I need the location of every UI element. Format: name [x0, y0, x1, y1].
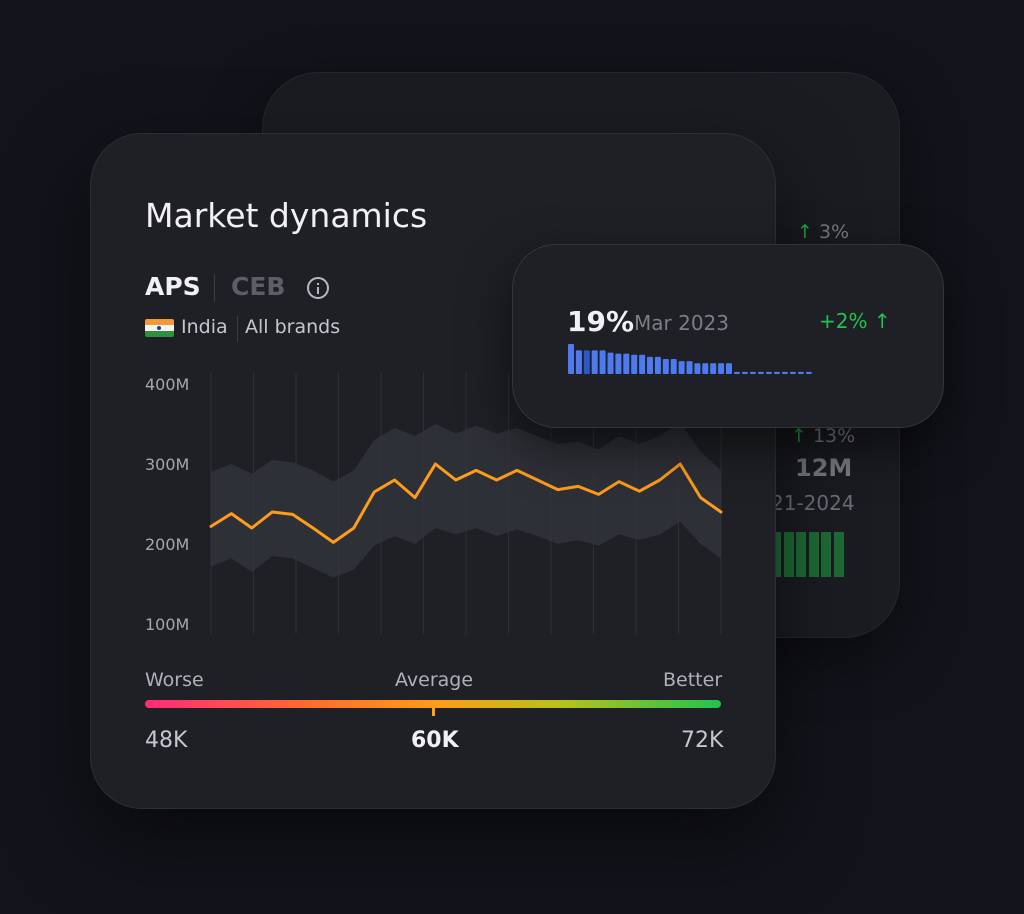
- mini-bar: [718, 363, 725, 374]
- series-line: [209, 462, 723, 544]
- mini-bar: [568, 344, 574, 374]
- share-mini-bar-chart: [568, 344, 812, 374]
- mini-bar: [670, 359, 677, 374]
- mini-bar: [583, 350, 590, 374]
- mini-bar: [639, 354, 646, 374]
- mini-bar: [741, 371, 748, 374]
- scale-label-worse: Worse: [145, 669, 204, 691]
- mini-bar: [678, 361, 685, 374]
- tab-divider: [214, 274, 215, 302]
- info-icon[interactable]: [307, 277, 329, 299]
- mini-bar: [607, 352, 614, 374]
- y-tick-label: 100M: [145, 615, 189, 634]
- share-percent: 19%: [567, 305, 635, 338]
- mini-bar: [773, 371, 780, 374]
- filter-divider: [237, 316, 238, 342]
- mini-bar: [623, 353, 630, 374]
- mini-bar: [749, 371, 756, 374]
- mini-bar: [686, 361, 693, 374]
- y-tick-label: 200M: [145, 535, 189, 554]
- back-bar: [808, 532, 819, 577]
- back-bar: [821, 532, 831, 577]
- mini-bar: [726, 363, 732, 374]
- performance-gradient-bar: [145, 700, 721, 708]
- mini-bar: [733, 371, 740, 374]
- back-bar: [783, 532, 794, 577]
- share-date: Mar 2023: [634, 311, 729, 335]
- market-dynamics-card: Market dynamics APS CEB India All brands…: [90, 133, 776, 809]
- market-line-chart: 400M 300M 200M 100M: [145, 372, 723, 634]
- brand-filter[interactable]: All brands: [245, 316, 341, 338]
- back-bar: [796, 532, 806, 577]
- mini-bar: [797, 371, 804, 374]
- card-title: Market dynamics: [145, 196, 428, 235]
- mini-bar: [615, 353, 622, 374]
- share-change: +2% ↑: [819, 309, 891, 333]
- back-metric-period: 21-2024: [771, 491, 855, 515]
- y-tick-label: 300M: [145, 455, 189, 474]
- mini-bar: [591, 350, 598, 374]
- mini-bar: [654, 356, 661, 374]
- mini-bar: [789, 371, 796, 374]
- mini-bar: [662, 359, 669, 374]
- back-bar: [833, 532, 844, 577]
- arrow-up-icon: ↑: [797, 221, 813, 243]
- india-flag-icon: [145, 319, 174, 337]
- mini-bar: [694, 363, 701, 374]
- scale-value-min: 48K: [145, 728, 188, 753]
- scale-value-max: 72K: [681, 728, 724, 753]
- back-metric-change-2: ↑ 13%: [791, 425, 856, 447]
- mini-bar: [765, 371, 772, 374]
- mini-bar: [757, 371, 764, 374]
- scale-label-better: Better: [663, 669, 723, 691]
- tab-ceb[interactable]: CEB: [231, 272, 286, 301]
- y-tick-label: 400M: [145, 375, 189, 394]
- country-filter[interactable]: India: [181, 316, 228, 338]
- mini-bar: [575, 350, 582, 374]
- arrow-up-icon: ↑: [791, 425, 807, 447]
- back-metric-value: 12M: [795, 454, 853, 482]
- tab-aps[interactable]: APS: [145, 272, 201, 301]
- mini-bar: [631, 354, 638, 374]
- mini-bar: [647, 356, 653, 374]
- back-metric-change-1: ↑ 3%: [797, 221, 850, 243]
- mini-bar: [710, 363, 717, 374]
- scale-value-mid: 60K: [411, 728, 459, 753]
- scale-label-average: Average: [395, 669, 474, 691]
- average-marker: [432, 708, 435, 716]
- mini-bar: [599, 350, 606, 374]
- mini-bar: [781, 371, 788, 374]
- share-popup-card: 19% Mar 2023 +2% ↑: [512, 244, 944, 428]
- back-bar: [771, 532, 781, 577]
- mini-bar: [805, 371, 812, 374]
- mini-bar: [702, 363, 709, 374]
